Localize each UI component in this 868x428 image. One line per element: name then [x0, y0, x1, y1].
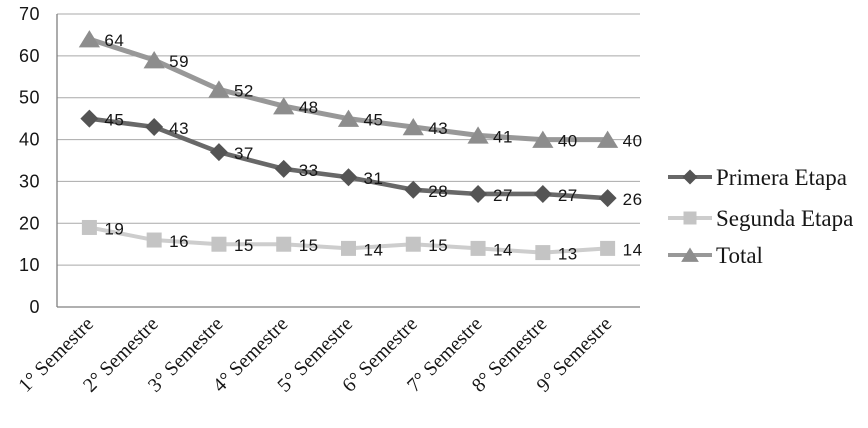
- series-total: [78, 30, 619, 148]
- square-marker-icon: [341, 240, 356, 256]
- y-tick-label: 60: [19, 46, 40, 66]
- data-label: 43: [428, 119, 448, 138]
- legend-item-primera-etapa: Primera Etapa: [668, 165, 847, 190]
- y-tick-label: 10: [19, 255, 40, 275]
- y-tick-label: 40: [19, 130, 40, 150]
- square-marker-icon: [600, 240, 616, 256]
- diamond-marker-icon: [274, 159, 293, 178]
- data-label: 14: [623, 240, 643, 259]
- data-label: 64: [104, 31, 124, 50]
- data-label: 13: [558, 245, 578, 264]
- legend-label: Total: [716, 243, 763, 268]
- y-tick-label: 50: [19, 88, 40, 108]
- data-label: 14: [364, 240, 384, 259]
- y-tick-label: 70: [19, 4, 40, 24]
- data-label: 15: [428, 236, 448, 255]
- triangle-marker-icon: [143, 51, 165, 69]
- data-label: 14: [493, 240, 513, 259]
- triangle-marker-icon: [273, 97, 295, 115]
- diamond-marker-icon: [80, 109, 99, 128]
- data-label: 48: [299, 98, 319, 117]
- data-label: 28: [428, 182, 448, 201]
- data-label: 40: [558, 132, 578, 151]
- square-marker-icon: [276, 236, 292, 252]
- square-marker-icon: [146, 232, 162, 248]
- y-tick-label: 30: [19, 171, 40, 191]
- square-marker-icon: [81, 219, 97, 235]
- triangle-marker-icon: [208, 80, 230, 98]
- data-label: 52: [234, 81, 254, 100]
- data-label: 45: [104, 111, 124, 130]
- square-marker-icon: [683, 211, 697, 225]
- legend-item-total: Total: [668, 243, 763, 268]
- data-label: 15: [299, 236, 319, 255]
- data-label: 15: [234, 236, 254, 255]
- triangle-marker-icon: [596, 130, 619, 148]
- triangle-marker-icon: [467, 126, 489, 144]
- data-label: 27: [493, 186, 513, 205]
- data-label: 19: [104, 219, 124, 238]
- triangle-marker-icon: [78, 30, 101, 48]
- triangle-marker-icon: [402, 118, 424, 136]
- square-marker-icon: [535, 245, 551, 261]
- diamond-marker-icon: [469, 184, 488, 203]
- diamond-marker-icon: [682, 169, 698, 185]
- square-marker-icon: [405, 236, 421, 252]
- series-segunda-etapa: [81, 219, 616, 261]
- triangle-marker-icon: [532, 130, 554, 148]
- data-label: 43: [169, 119, 189, 138]
- y-tick-label: 20: [19, 213, 40, 233]
- axes: [56, 14, 640, 308]
- data-label: 16: [169, 232, 189, 251]
- legend-item-segunda-etapa: Segunda Etapa: [668, 206, 853, 231]
- data-label: 26: [623, 190, 643, 209]
- diamond-marker-icon: [339, 168, 358, 187]
- data-label: 31: [364, 169, 384, 188]
- data-label: 33: [299, 161, 319, 180]
- data-label: 41: [493, 127, 513, 146]
- diamond-marker-icon: [404, 180, 423, 199]
- legend-label: Segunda Etapa: [716, 206, 853, 231]
- diamond-marker-icon: [598, 189, 617, 208]
- y-tick-label: 0: [29, 297, 40, 317]
- data-label: 37: [234, 144, 254, 163]
- triangle-marker-icon: [681, 247, 699, 262]
- data-labels: 45 43 37 33 31 28 27 27 26 19 16 15 15 14 15 14 13 14 64 59…: [104, 31, 642, 263]
- data-label: 27: [558, 186, 578, 205]
- data-label: 59: [169, 52, 189, 71]
- series-primera-etapa: [80, 109, 617, 208]
- legend-label: Primera Etapa: [716, 165, 847, 190]
- diamond-marker-icon: [145, 118, 164, 137]
- data-label: 45: [364, 111, 384, 130]
- y-axis-labels: 0 10 20 30 40 50 60 70: [19, 4, 40, 317]
- triangle-marker-icon: [337, 109, 360, 127]
- square-marker-icon: [211, 236, 227, 252]
- diamond-marker-icon: [533, 184, 552, 203]
- square-marker-icon: [470, 240, 486, 256]
- data-label: 40: [623, 132, 643, 151]
- legend: Primera Etapa Segunda Etapa Total: [668, 165, 853, 268]
- diamond-marker-icon: [209, 143, 228, 162]
